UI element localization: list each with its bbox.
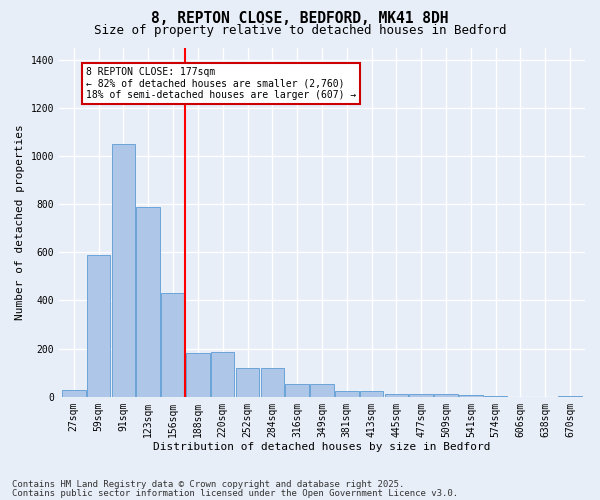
Bar <box>186 354 209 397</box>
Text: Size of property relative to detached houses in Bedford: Size of property relative to detached ho… <box>94 24 506 37</box>
Bar <box>62 390 86 397</box>
Bar <box>211 352 235 397</box>
Bar <box>236 368 259 397</box>
Bar <box>335 391 359 397</box>
Bar <box>87 254 110 397</box>
Bar <box>459 395 482 397</box>
Bar <box>360 391 383 397</box>
Text: Contains HM Land Registry data © Crown copyright and database right 2025.: Contains HM Land Registry data © Crown c… <box>12 480 404 489</box>
Bar <box>434 394 458 397</box>
Bar <box>260 368 284 397</box>
Bar <box>286 384 309 397</box>
Text: Contains public sector information licensed under the Open Government Licence v3: Contains public sector information licen… <box>12 489 458 498</box>
Bar <box>310 384 334 397</box>
Bar <box>385 394 408 397</box>
Bar <box>409 394 433 397</box>
Text: 8, REPTON CLOSE, BEDFORD, MK41 8DH: 8, REPTON CLOSE, BEDFORD, MK41 8DH <box>151 11 449 26</box>
Bar <box>559 396 582 397</box>
X-axis label: Distribution of detached houses by size in Bedford: Distribution of detached houses by size … <box>153 442 491 452</box>
Bar <box>484 396 508 397</box>
Bar <box>136 206 160 397</box>
Bar <box>161 293 185 397</box>
Bar <box>112 144 135 397</box>
Text: 8 REPTON CLOSE: 177sqm
← 82% of detached houses are smaller (2,760)
18% of semi-: 8 REPTON CLOSE: 177sqm ← 82% of detached… <box>86 67 356 100</box>
Y-axis label: Number of detached properties: Number of detached properties <box>15 124 25 320</box>
